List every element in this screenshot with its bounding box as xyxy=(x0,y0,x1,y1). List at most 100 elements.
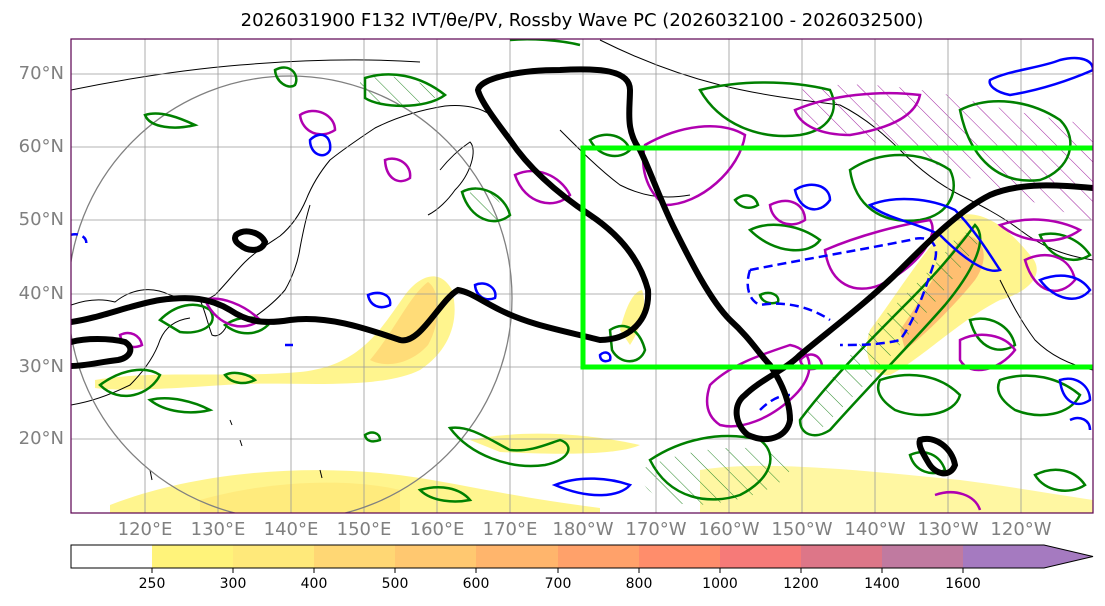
coastline-korea xyxy=(199,299,229,337)
lon-label: 170°W xyxy=(625,519,687,540)
lon-label: 140°W xyxy=(844,519,906,540)
colorbar-label: 1000 xyxy=(702,576,738,592)
coastline-kamchatka xyxy=(427,141,474,216)
green-contour xyxy=(968,317,1017,351)
lon-label: 160°W xyxy=(698,519,760,540)
green-contour xyxy=(958,100,1072,182)
blue-contour xyxy=(1038,274,1092,300)
blue-contour xyxy=(366,291,392,309)
green-contour xyxy=(747,223,822,252)
colorbar-segment xyxy=(801,545,882,568)
plot-border xyxy=(70,38,1094,514)
blue-contour-layer xyxy=(71,56,1093,497)
green-contour xyxy=(698,81,835,138)
lon-label: 140°E xyxy=(263,519,319,540)
magenta-contour xyxy=(1023,253,1077,293)
colorbar-label: 700 xyxy=(544,576,572,592)
blue-contour xyxy=(308,133,332,157)
colorbar-extend-arrow xyxy=(963,545,1093,568)
lon-label: 130°E xyxy=(190,519,246,540)
blue-contour xyxy=(867,197,1002,273)
blue-contour xyxy=(1058,377,1092,406)
green-contour xyxy=(222,316,270,335)
magenta-contour xyxy=(793,91,922,137)
colorbar-segment xyxy=(639,545,720,568)
green-contour xyxy=(798,223,982,437)
colorbar-segment xyxy=(314,545,395,568)
lon-label: 130°W xyxy=(917,519,979,540)
hatch-mag-area xyxy=(800,84,1093,220)
green-contour xyxy=(876,373,962,417)
lat-label: 30°N xyxy=(18,356,64,377)
magenta-contour xyxy=(383,157,412,183)
colorbar-label: 300 xyxy=(219,576,247,592)
blue-contour xyxy=(71,233,88,246)
hatch-green-area xyxy=(800,230,980,430)
lon-label: 150°W xyxy=(771,519,833,540)
pv-line-layer xyxy=(71,66,1093,477)
green-contour xyxy=(363,431,382,443)
colorbar-segment xyxy=(720,545,801,568)
coastline-japan xyxy=(249,204,311,321)
rossby-wave-box xyxy=(580,145,1093,370)
colorbar-label: 1400 xyxy=(864,576,900,592)
pv-contour-main xyxy=(71,66,1093,442)
coastline-asia xyxy=(71,105,493,306)
green-contour xyxy=(460,187,512,223)
ivt-band-subtropic-core xyxy=(200,482,400,513)
lat-label: 20°N xyxy=(18,428,64,449)
ivt-band-central xyxy=(470,433,640,454)
colorbar-label: 800 xyxy=(625,576,653,592)
pv-contour-loop xyxy=(916,435,959,477)
green-contour xyxy=(273,66,298,88)
green-contour xyxy=(648,434,772,501)
colorbar-segment xyxy=(233,545,314,568)
colorbar-segment xyxy=(558,545,639,568)
green-contour xyxy=(608,324,647,363)
green-contour xyxy=(223,371,258,385)
green-contour xyxy=(98,368,162,398)
lon-label: 180°W xyxy=(552,519,614,540)
blue-contour xyxy=(1069,416,1092,431)
green-contour xyxy=(363,73,448,108)
green-contour xyxy=(509,39,581,47)
lon-label: 150°E xyxy=(336,519,392,540)
colorbar-segment xyxy=(476,545,558,568)
blue-contour xyxy=(746,236,938,347)
green-contour xyxy=(417,486,473,503)
coastline-alaska xyxy=(599,39,1093,261)
radius-circle xyxy=(71,75,513,513)
colorbar-segment xyxy=(882,545,963,568)
green-contour xyxy=(1033,468,1087,492)
green-contour xyxy=(1038,232,1092,262)
green-contour-layer xyxy=(98,39,1092,503)
hatch-green-area xyxy=(360,76,440,106)
green-contour xyxy=(447,426,570,468)
lon-label: 120°E xyxy=(117,519,173,540)
colorbar xyxy=(70,544,1094,573)
colorbar-segment xyxy=(71,545,152,568)
lon-label: 160°E xyxy=(409,519,465,540)
green-contour xyxy=(996,374,1082,417)
magenta-contour xyxy=(768,199,807,226)
coastline-china xyxy=(71,317,191,406)
colorbar-label: 500 xyxy=(381,576,409,592)
coastline-layer xyxy=(71,39,1093,481)
colorbar-label: 1200 xyxy=(783,576,819,592)
blue-contour xyxy=(598,351,612,363)
box-outline xyxy=(580,145,1093,370)
colorbar-label: 400 xyxy=(300,576,328,592)
lon-label: 120°W xyxy=(990,519,1052,540)
hatch-green-area xyxy=(470,189,503,222)
colorbar-outline xyxy=(70,544,1094,569)
blue-contour xyxy=(551,477,633,497)
colorbar-label: 1600 xyxy=(945,576,981,592)
coastline-islands xyxy=(149,419,323,481)
blue-contour xyxy=(988,56,1093,97)
blue-contour xyxy=(793,183,832,211)
lat-label: 40°N xyxy=(18,283,64,304)
green-contour xyxy=(758,291,780,305)
magenta-contour xyxy=(641,125,747,207)
magenta-contour xyxy=(934,491,982,511)
